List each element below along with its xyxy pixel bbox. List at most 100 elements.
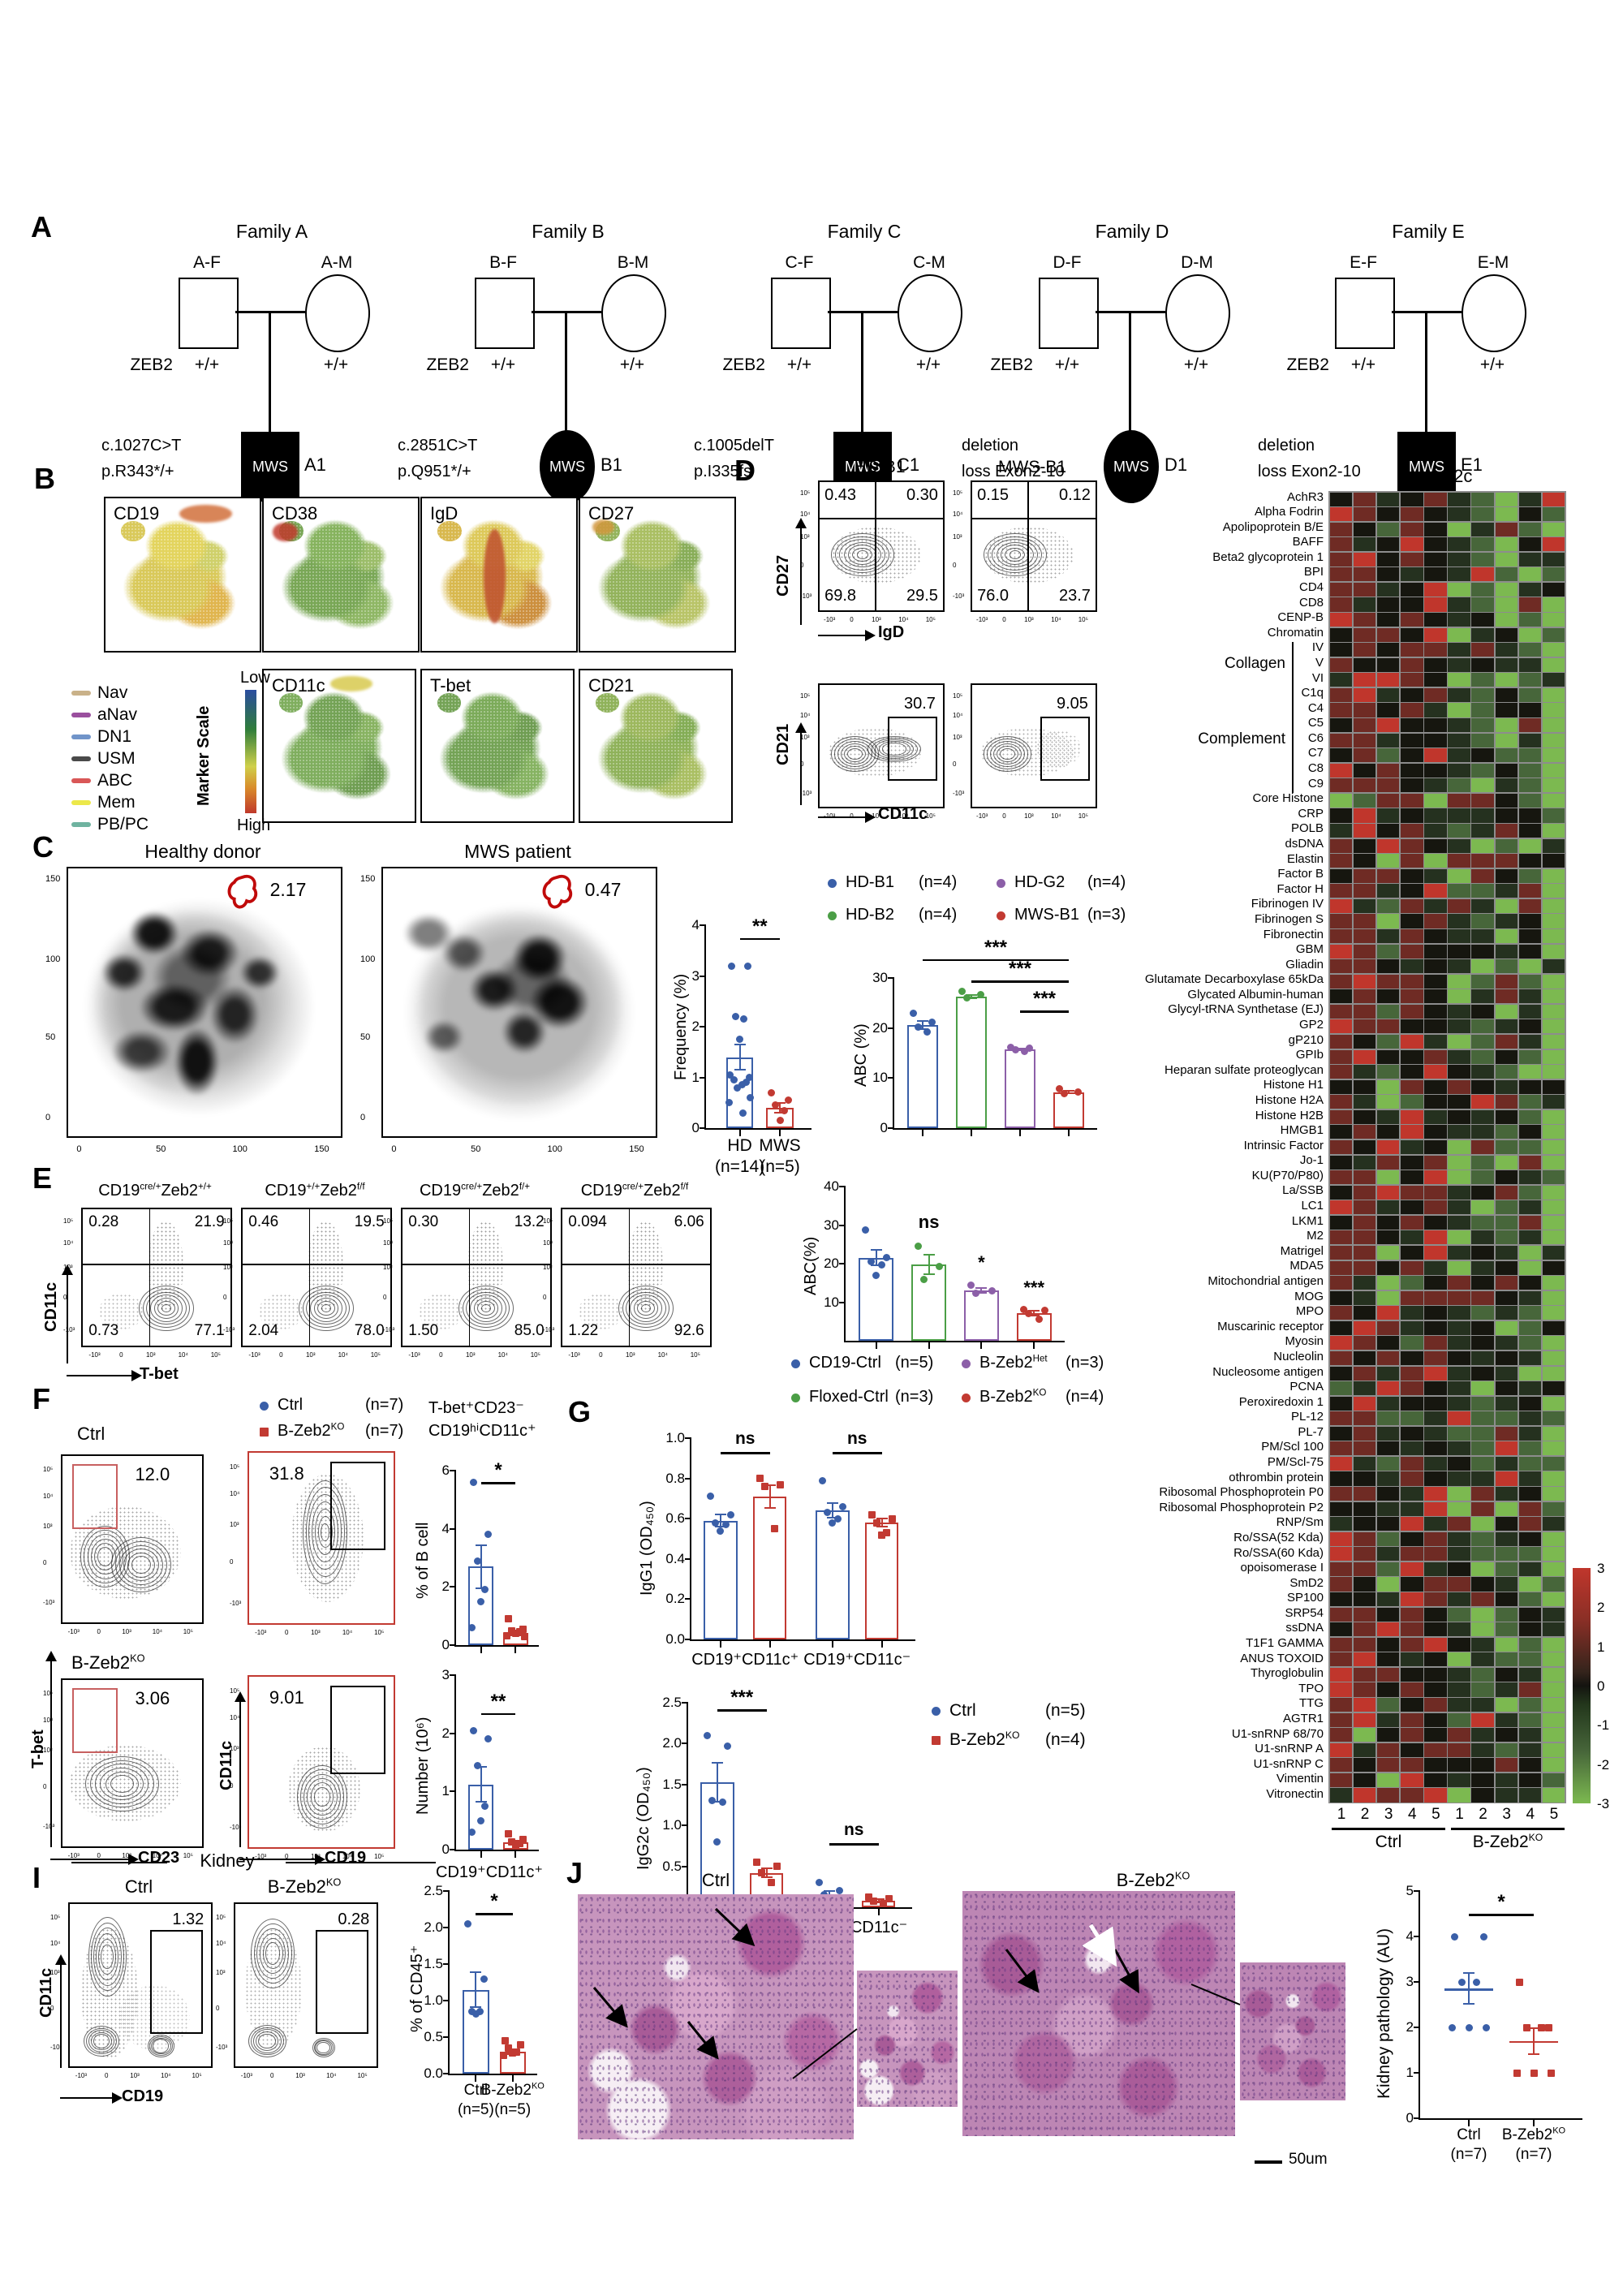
heatmap-cell — [1448, 898, 1470, 913]
heatmap-cell — [1424, 552, 1447, 566]
mother-genotype: +/+ — [915, 355, 941, 374]
legend-label: ABC — [97, 771, 133, 790]
y-tick-label: 6 — [441, 1462, 450, 1478]
density-plot: 2.17 0 150 50 100 100 50 150 0 — [45, 867, 342, 1154]
y-tick-mark — [700, 1026, 706, 1027]
y-tick-label: 0 — [880, 1120, 888, 1135]
y-tick-mark — [700, 1076, 706, 1079]
heatmap-cell — [1353, 597, 1376, 612]
heatmap-cell — [1542, 1728, 1565, 1742]
data-point-square — [515, 1628, 523, 1636]
colorbar-tick-label: -3 — [1597, 1795, 1610, 1811]
x-tick-mark — [480, 1851, 482, 1858]
tsne-plot-CD21: CD21 — [579, 669, 733, 823]
legend-n: (n=4) — [1045, 1730, 1086, 1749]
sig-label: *** — [1008, 958, 1032, 980]
heatmap-cell — [1376, 1034, 1400, 1049]
axis-arrow-head — [55, 1954, 67, 1965]
heatmap-cell — [1471, 1276, 1495, 1290]
contour-ring — [88, 2030, 115, 2053]
heatmap-cell — [1448, 914, 1470, 928]
axis-arrow-line — [60, 1964, 62, 2068]
heatmap-row-label: Glycated Albumin-human — [1187, 987, 1324, 1002]
heatmap-cell — [1424, 959, 1447, 974]
heatmap-cell — [1495, 884, 1518, 898]
abc-genotype-chart: 10 20 30 40 ns * *** — [824, 1178, 1065, 1349]
heatmap-cell — [1353, 1682, 1376, 1697]
heatmap-cell — [1376, 929, 1400, 944]
heatmap-cell — [1376, 1441, 1400, 1456]
heatmap-cell — [1329, 868, 1353, 883]
heatmap-cell — [1495, 808, 1518, 823]
sup: cre/+ — [622, 1181, 644, 1192]
heatmap-cell — [1448, 1276, 1470, 1290]
heatmap-cell — [1518, 884, 1542, 898]
heatmap-cell — [1542, 1109, 1565, 1124]
y-tick-mark — [443, 1963, 450, 1965]
heatmap-cell — [1424, 1109, 1447, 1124]
error-bar — [922, 1021, 923, 1029]
heatmap-cell — [1448, 1456, 1470, 1471]
legend-swatch — [71, 734, 91, 739]
heatmap-cell — [1518, 597, 1542, 612]
x-cat-label: Ctrl — [1457, 2126, 1481, 2143]
data-point-dot — [872, 1271, 880, 1279]
affected-child-shape: MWS — [1397, 432, 1456, 502]
axis-tick-label: 10³ — [800, 533, 810, 541]
heatmap-cell — [1518, 733, 1542, 747]
heatmap-cell — [1542, 1773, 1565, 1787]
y-tick-mark — [1414, 1890, 1420, 1892]
heatmap-cell — [1448, 1471, 1470, 1486]
axis-arrow-line — [60, 2097, 114, 2099]
heatmap-cell — [1400, 884, 1423, 898]
error-cap — [1028, 1314, 1040, 1316]
heatmap-cell — [1448, 1607, 1470, 1622]
heatmap-row-label: PM/Scl 100 — [1261, 1440, 1324, 1454]
gene-label: ZEB2 — [130, 355, 173, 374]
heatmap-col-number: 1 — [1337, 1806, 1346, 1823]
heatmap-cell — [1376, 1065, 1400, 1079]
heatmap-cell — [1495, 778, 1518, 793]
heatmap-cell — [1400, 1487, 1423, 1501]
quadrant-vline — [1027, 482, 1029, 610]
heatmap-cell — [1518, 1276, 1542, 1290]
heatmap-cell — [1471, 1185, 1495, 1200]
axis-arrow-head — [62, 1264, 73, 1275]
axis-tick-label: 10⁵ — [183, 1628, 193, 1635]
legend-label: B-Zeb2KO — [979, 1387, 1047, 1406]
contour-ring — [256, 1928, 290, 1979]
heatmap-cell — [1400, 1607, 1423, 1622]
heatmap-cell — [1448, 1381, 1470, 1396]
y-tick-label: 0 — [441, 1842, 450, 1857]
heatmap-cell — [1424, 1396, 1447, 1411]
heatmap-cell — [1471, 552, 1495, 566]
x-tick-mark — [1068, 1130, 1070, 1136]
axis-tick-label: 10³ — [800, 734, 810, 741]
heatmap-cell — [1495, 1667, 1518, 1682]
heatmap-row-label: TPO — [1298, 1681, 1324, 1695]
heatmap-row-label: AchR3 — [1286, 489, 1324, 504]
heatmap-cell — [1518, 1350, 1542, 1365]
axis-tick-label: 10⁴ — [161, 2072, 171, 2079]
heatmap-cell — [1518, 778, 1542, 793]
child-id: B1 — [601, 454, 622, 475]
axis-tick-label: 0 — [383, 1294, 387, 1302]
heatmap-cell — [1542, 1667, 1565, 1682]
heatmap-cell — [1353, 748, 1376, 763]
heatmap-cell — [1376, 1019, 1400, 1034]
heatmap-cell — [1329, 1712, 1353, 1727]
axis-arrow-line — [50, 1859, 130, 1860]
y-tick-mark — [888, 1027, 894, 1029]
heatmap-row-label: BPI — [1303, 565, 1324, 579]
error-cap — [475, 1587, 487, 1589]
heatmap-cell — [1518, 1185, 1542, 1200]
heatmap-cell — [1518, 613, 1542, 627]
data-point-dot — [1479, 1932, 1487, 1941]
panel-c-label: C — [32, 830, 54, 864]
heatmap-cell — [1424, 1682, 1447, 1697]
error-cap — [764, 1507, 776, 1510]
error-cap — [714, 1525, 726, 1527]
axis-x-label: CD11c — [878, 805, 928, 823]
axis-arrow-head — [795, 518, 807, 528]
data-point-dot — [721, 1521, 730, 1529]
